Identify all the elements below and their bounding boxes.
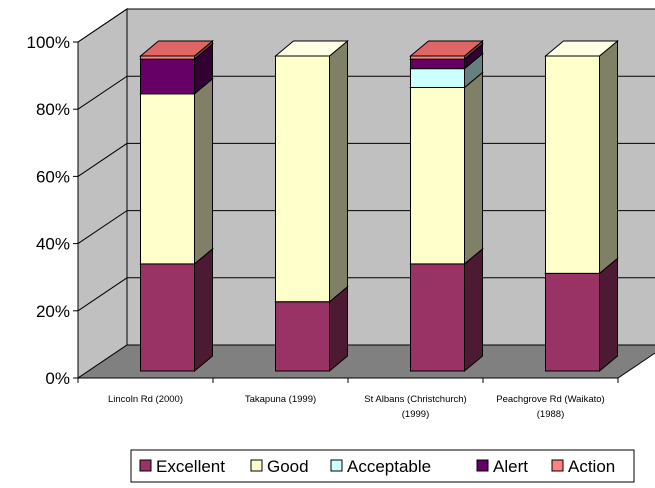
gridline (77, 142, 655, 177)
bar-side (599, 257, 618, 373)
category-label: Peachgrove Rd (Waikato) (496, 394, 604, 405)
legend-item-good: Good (250, 457, 309, 476)
bar-front (410, 263, 465, 372)
y-tick-label: 60% (36, 167, 70, 186)
legend-item-acceptable: Acceptable (330, 457, 431, 476)
axes (77, 42, 619, 383)
y-tick-label: 0% (45, 369, 70, 388)
bar-segment-action (139, 39, 214, 61)
bar-stack-st-albans-christchurch-1999 (409, 39, 484, 373)
category-label: (1999) (402, 409, 429, 420)
y-tick-label: 20% (36, 302, 70, 321)
legend-item-alert: Alert (476, 457, 528, 476)
bar-front (140, 93, 195, 265)
legend-label: Good (267, 457, 309, 476)
legend-box (130, 449, 635, 483)
legend-swatch (476, 459, 489, 472)
bar-top (409, 40, 484, 57)
bar-front (410, 58, 465, 70)
gridlines (77, 8, 655, 312)
bar-front (140, 58, 195, 95)
bar-front (545, 272, 600, 372)
legend-swatch (139, 459, 152, 472)
legend-swatch (330, 459, 343, 472)
bar-segment-action (409, 39, 484, 61)
bar-top (274, 40, 349, 57)
bar-side (464, 71, 483, 265)
bar-front (410, 87, 465, 265)
gridline (77, 8, 655, 43)
y-tick-label: 80% (36, 100, 70, 119)
bar-side (329, 39, 348, 303)
bar-segment-good (544, 39, 619, 275)
y-axis-ticks: 0% 20% 40% 60% 80% 100% (27, 33, 78, 388)
legend-item-excellent: Excellent (139, 457, 225, 476)
y-tick-label: 100% (27, 33, 70, 52)
bar-segment-good (409, 71, 484, 265)
bar-segment-excellent (544, 257, 619, 373)
y-tick-label: 40% (36, 235, 70, 254)
bar-segment-good (139, 77, 214, 265)
category-label: (1988) (537, 409, 564, 420)
bar-front (410, 68, 465, 88)
legend: Excellent Good Acceptable Alert Action (130, 449, 635, 483)
bar-segment-excellent (409, 247, 484, 373)
bar-top (139, 40, 214, 57)
legend-swatch (250, 459, 263, 472)
bar-side (599, 39, 618, 275)
legend-swatch (551, 459, 564, 472)
bar-stack-takapuna-1999 (274, 39, 349, 373)
bar-stack-peachgrove-rd-waikato-1988 (544, 39, 619, 373)
bar-front (545, 55, 600, 274)
side-wall (77, 8, 128, 379)
bar-segment-good (274, 39, 349, 303)
gridline (77, 75, 655, 110)
category-label: Takapuna (1999) (245, 394, 316, 405)
bar-side (194, 77, 213, 265)
gridline (77, 277, 655, 312)
bar-side (194, 247, 213, 373)
bar-front (275, 55, 330, 303)
bars (139, 39, 619, 373)
legend-label: Action (568, 457, 615, 476)
bar-top (544, 40, 619, 57)
bar-side (464, 247, 483, 373)
legend-label: Excellent (156, 457, 225, 476)
x-axis-categories: Lincoln Rd (2000) Takapuna (1999) St Alban… (108, 394, 605, 420)
bar-front (275, 301, 330, 372)
legend-label: Acceptable (347, 457, 431, 476)
category-label: Lincoln Rd (2000) (108, 394, 183, 405)
bar-segment-excellent (139, 247, 214, 373)
legend-label: Alert (493, 457, 528, 476)
category-label: St Albans (Christchurch) (364, 394, 466, 405)
gridline (77, 210, 655, 245)
bar-stack-lincoln-rd-2000 (139, 39, 214, 373)
bar-front (140, 263, 195, 372)
plot-walls (76, 8, 655, 379)
legend-item-action: Action (551, 457, 615, 476)
